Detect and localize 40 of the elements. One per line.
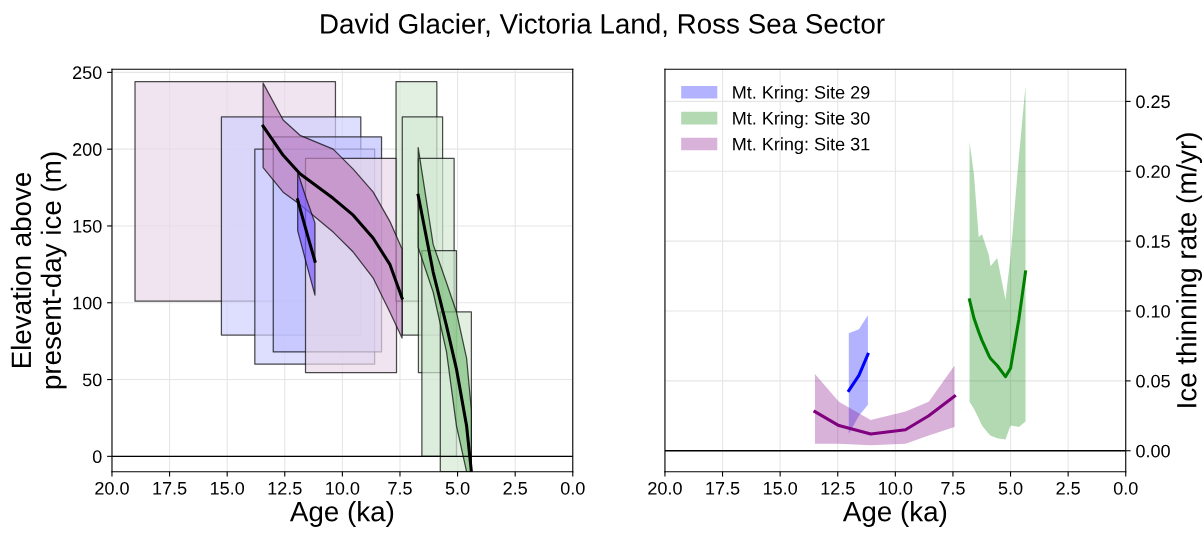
x-tick-label: 20.0 [95,481,129,495]
y-tick-label: 50 [82,373,102,387]
x-tick-label: 17.5 [706,482,740,495]
legend-label: Mt. Kring: Site 29 [733,85,870,103]
x-tick-label: 2.5 [1056,481,1080,495]
x-tick-label: 5.0 [445,481,470,495]
x-axis-title: Age (ka) [289,501,394,527]
x-tick-label: 12.5 [821,481,855,495]
x-tick-label: 2.5 [503,481,527,495]
y-tick-label: 0 [92,450,102,464]
x-tick-label: 12.5 [268,481,302,495]
y2-tick-label: 0.25 [1136,95,1170,109]
x-tick-label: 5.0 [998,481,1023,495]
y-tick-label: 200 [73,143,102,156]
y2-axis-title: Ice thinning rate (m/yr) [1176,133,1203,407]
x-tick-label: 15.0 [210,481,245,495]
x-tick-label: 0.0 [1113,481,1138,495]
x-axis-title: Age (ka) [842,501,947,527]
y2-tick-label: 0.05 [1136,374,1170,388]
x-tick-label: 7.5 [941,482,965,495]
x-tick-label: 7.5 [388,482,412,495]
y2-tick-label: 0.20 [1136,165,1170,179]
x-tick-label: 10.0 [326,481,360,495]
x-tick-label: 0.0 [560,481,585,495]
y-tick-label: 100 [73,296,102,310]
line-series [813,394,957,436]
y2-tick-label: 0.15 [1136,235,1170,248]
line-series [968,270,1028,379]
legend-label: Mt. Kring: Site 30 [733,111,870,129]
y-tick-label: 250 [73,66,102,80]
legend-label: Mt. Kring: Site 31 [733,137,870,155]
x-tick-label: 17.5 [153,482,187,495]
x-tick-label: 10.0 [879,481,913,495]
chart-title: David Glacier, Victoria Land, Ross Sea Sector [321,13,885,38]
x-tick-label: 15.0 [763,481,797,495]
y-axis-title: Elevation above present-day ice (m) [10,152,67,389]
x-tick-label: 20.0 [648,481,682,495]
y2-tick-label: 0.00 [1136,444,1170,458]
y2-tick-label: 0.10 [1136,304,1170,318]
y-tick-label: 150 [73,219,102,233]
